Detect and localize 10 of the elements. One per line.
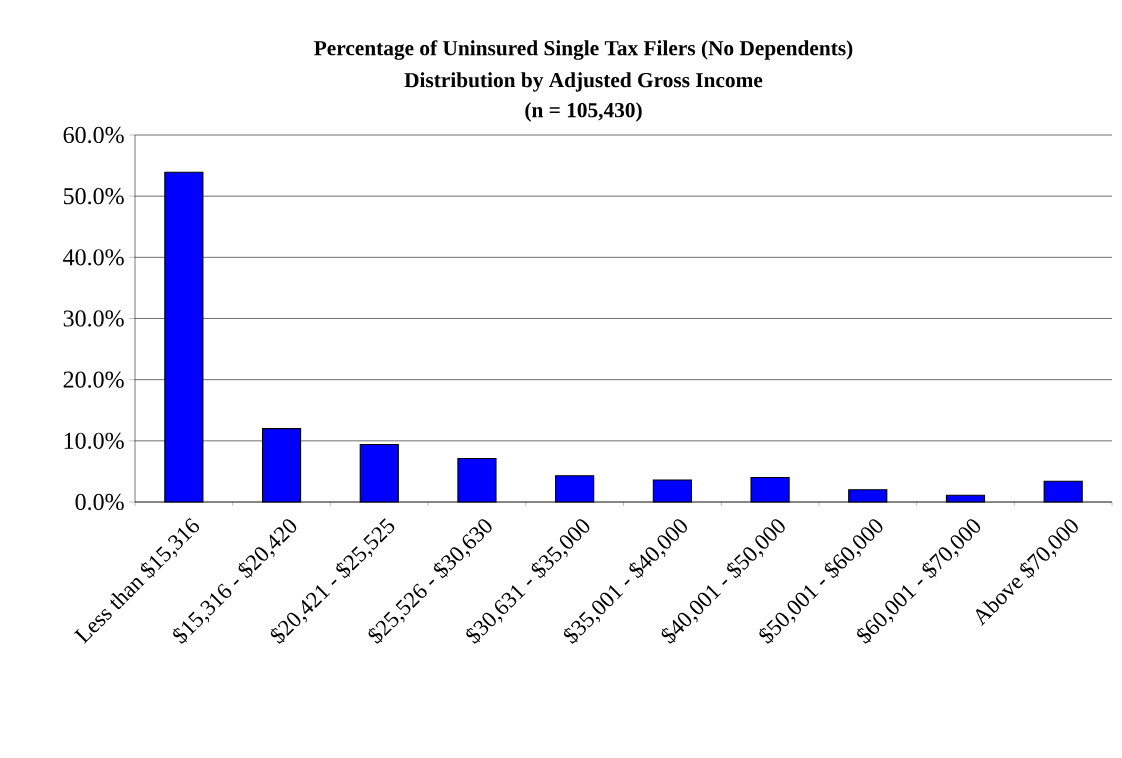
text: (n = 105,430) [525, 102, 642, 122]
y-tick-label: 30.0% [63, 310, 124, 327]
y-tick-label: 60.0% [63, 126, 124, 144]
y-tick-label: 10.0% [64, 432, 124, 449]
y-tick-label: 0.0% [75, 493, 124, 511]
y-tick-label: 40.0% [63, 249, 124, 266]
y-tick-label: 20.0% [63, 371, 124, 388]
chart-subtitle: Distribution by Adjusted Gross Income [404, 72, 763, 92]
chart-title: Percentage of Uninsured Single Tax Filers (No Dependents) [314, 40, 853, 60]
y-tick-label: 50.0% [64, 188, 124, 205]
